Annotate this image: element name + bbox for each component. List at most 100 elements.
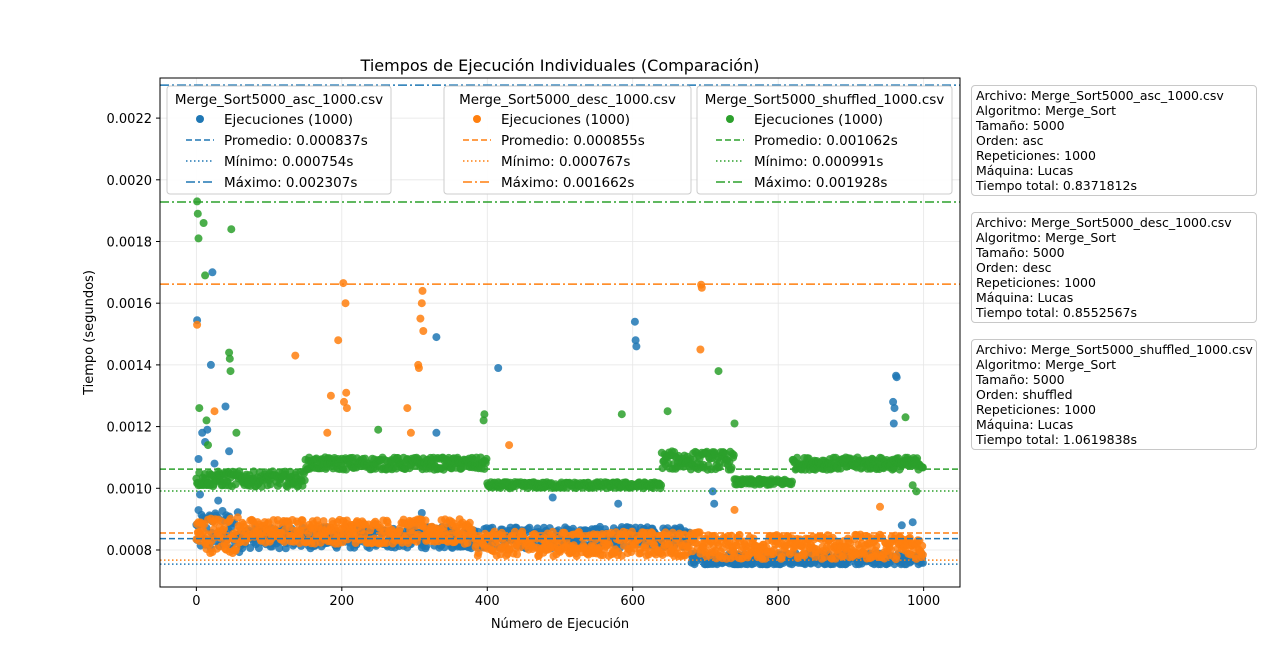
y-tick-label: 0.0022 — [107, 112, 153, 127]
series-points-1 — [192, 279, 927, 564]
data-point — [548, 493, 557, 502]
data-point — [793, 453, 802, 462]
y-tick-label: 0.0012 — [107, 421, 153, 436]
legend-marker — [726, 115, 734, 123]
data-point — [226, 367, 235, 376]
data-point — [482, 454, 491, 463]
y-tick-label: 0.0016 — [107, 297, 153, 312]
series-points-2 — [192, 197, 927, 496]
legend-label: Ejecuciones (1000) — [224, 112, 353, 128]
info-line: Archivo: Merge_Sort5000_asc_1000.csv — [976, 88, 1224, 103]
info-line: Algoritmo: Merge_Sort — [976, 357, 1117, 372]
series-ref-lines-1 — [160, 283, 960, 561]
data-point — [300, 476, 309, 485]
y-axis-label: Tiempo (segundos) — [82, 270, 97, 396]
legend-title: Merge_Sort5000_desc_1000.csv — [459, 92, 676, 108]
data-point — [196, 490, 204, 499]
data-point — [918, 541, 927, 550]
data-point — [892, 373, 901, 382]
data-point — [908, 481, 917, 490]
data-point — [761, 554, 770, 563]
data-point — [202, 416, 211, 425]
info-line: Máquina: Lucas — [976, 290, 1074, 305]
x-tick-label: 0 — [192, 594, 200, 609]
y-tick-label: 0.0010 — [107, 482, 153, 497]
info-line: Máquina: Lucas — [976, 417, 1074, 432]
data-point — [918, 550, 927, 559]
data-point — [210, 407, 219, 416]
info-line: Tiempo total: 1.0619838s — [976, 432, 1138, 447]
data-point — [729, 451, 738, 460]
data-point — [334, 336, 343, 345]
data-point — [663, 407, 672, 416]
info-box-shuffled: Archivo: Merge_Sort5000_shuffled_1000.cs… — [971, 339, 1257, 450]
info-line: Orden: asc — [976, 133, 1044, 148]
data-point — [208, 268, 217, 277]
data-point — [382, 539, 391, 547]
data-point — [416, 314, 425, 323]
data-point — [193, 209, 202, 218]
info-line: Archivo: Merge_Sort5000_desc_1000.csv — [976, 215, 1232, 230]
data-point — [714, 367, 723, 376]
legend-title: Merge_Sort5000_shuffled_1000.csv — [705, 92, 945, 108]
info-box-asc: Archivo: Merge_Sort5000_asc_1000.csv Alg… — [971, 85, 1257, 196]
legend-label: Mínimo: 0.000754s — [224, 154, 353, 170]
series-ref-lines-0 — [160, 84, 960, 565]
x-tick-label: 800 — [766, 594, 791, 609]
legend-label: Mínimo: 0.000767s — [501, 154, 630, 170]
y-tick-label: 0.0020 — [107, 174, 153, 189]
data-point — [340, 397, 348, 406]
data-point — [890, 404, 899, 413]
legend-box — [166, 85, 392, 195]
x-tick-label: 400 — [475, 594, 500, 609]
data-point — [291, 351, 300, 360]
legend-marker — [196, 115, 204, 123]
data-point — [494, 364, 503, 372]
data-point — [194, 455, 203, 463]
data-point — [727, 463, 736, 472]
data-point — [614, 499, 623, 508]
y-tick-label: 0.0008 — [107, 544, 153, 559]
data-point — [788, 477, 796, 486]
data-point — [227, 225, 236, 234]
data-point — [889, 419, 898, 428]
data-point — [617, 410, 626, 419]
info-line: Tamaño: 5000 — [976, 118, 1065, 133]
data-point — [199, 219, 208, 227]
data-point — [339, 279, 348, 288]
data-point — [474, 548, 483, 557]
legend-label: Máximo: 0.001662s — [501, 175, 634, 191]
data-point — [730, 505, 739, 514]
data-point — [210, 459, 219, 468]
info-line: Repeticiones: 1000 — [976, 402, 1096, 417]
legend-0: Merge_Sort5000_asc_1000.csv Ejecuciones (… — [166, 85, 392, 195]
info-line: Algoritmo: Merge_Sort — [976, 103, 1117, 118]
data-point — [417, 299, 426, 308]
data-point — [657, 481, 666, 490]
data-point — [918, 463, 927, 472]
data-point — [203, 425, 212, 434]
data-point — [510, 527, 519, 536]
y-tick-label: 0.0018 — [107, 235, 153, 250]
data-point — [749, 534, 758, 543]
legend-label: Máximo: 0.001928s — [754, 175, 887, 191]
legend-label: Ejecuciones (1000) — [754, 112, 883, 128]
x-tick-label: 200 — [329, 594, 354, 609]
x-axis-label: Número de Ejecución — [491, 617, 629, 632]
data-point — [505, 441, 514, 450]
data-point — [710, 499, 719, 508]
data-point — [214, 496, 223, 505]
data-point — [206, 360, 215, 369]
data-point — [204, 441, 212, 450]
data-point — [432, 428, 441, 437]
data-point — [341, 299, 350, 308]
data-point — [275, 544, 284, 553]
data-point — [403, 404, 412, 413]
data-point — [463, 538, 472, 547]
data-point — [342, 388, 351, 397]
data-point — [872, 541, 881, 550]
data-point — [417, 509, 426, 517]
legend-marker — [473, 115, 481, 123]
legend-label: Promedio: 0.000837s — [224, 133, 368, 149]
